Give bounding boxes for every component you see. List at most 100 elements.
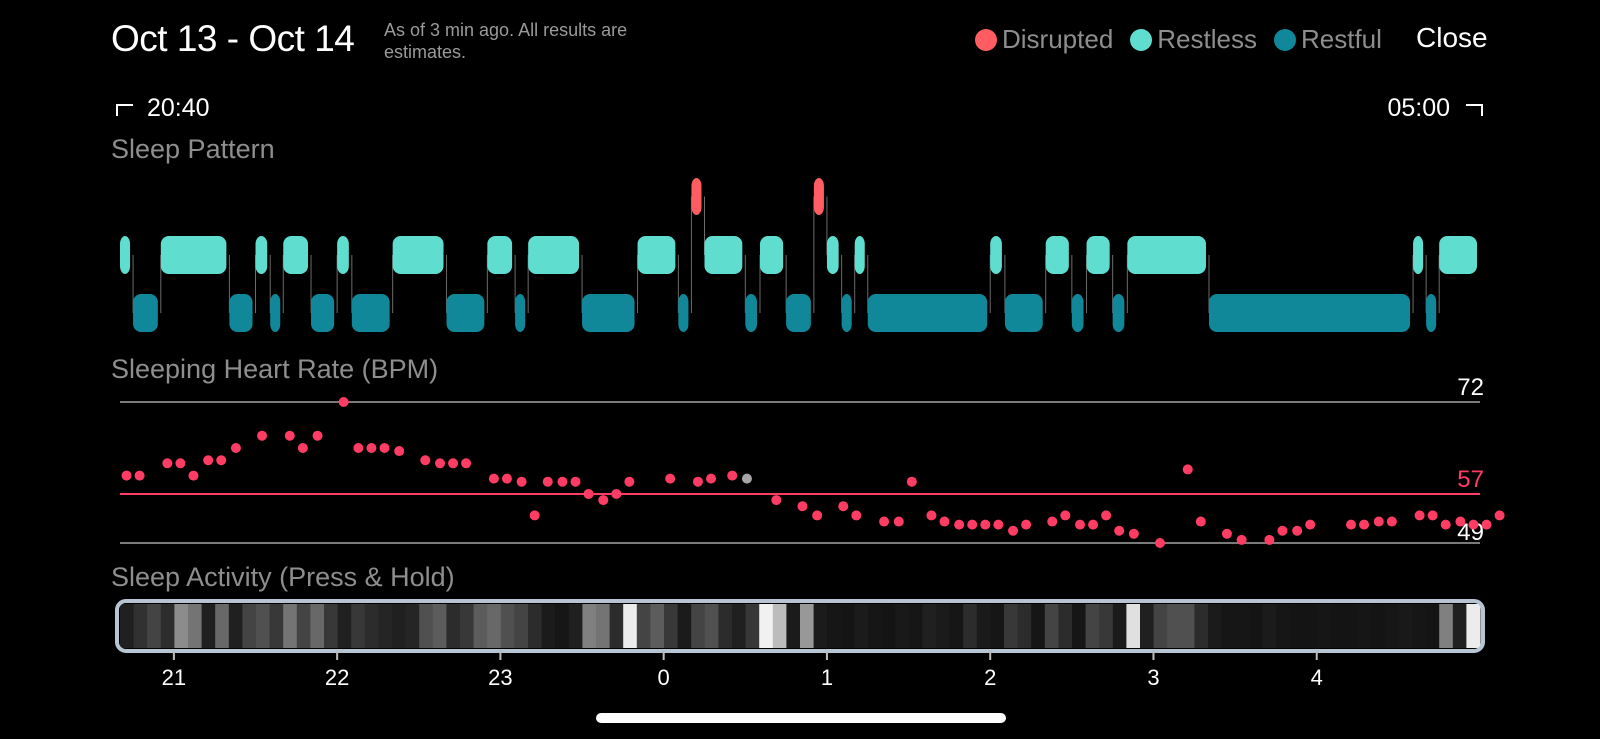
hr-point: [993, 519, 1004, 530]
activity-cell: [364, 604, 379, 648]
activity-tick-label: 22: [325, 665, 349, 690]
hr-point: [611, 488, 622, 499]
stage-segment-restful: [745, 294, 757, 332]
activity-cell: [500, 604, 515, 648]
activity-cell: [636, 604, 651, 648]
stage-segment-restless: [528, 236, 580, 274]
hr-point: [435, 458, 445, 469]
activity-cell: [1044, 604, 1059, 648]
activity-cell: [1248, 604, 1263, 648]
activity-cell: [296, 604, 311, 648]
activity-cell: [664, 604, 679, 648]
close-button[interactable]: Close: [1416, 22, 1488, 53]
activity-cell: [732, 604, 747, 648]
hr-point: [134, 470, 145, 481]
hr-point: [338, 397, 349, 407]
stage-segment-restless: [337, 236, 349, 274]
hr-point: [1292, 525, 1303, 536]
activity-cell: [392, 604, 407, 648]
stage-segment-restless: [826, 236, 839, 274]
activity-cell: [772, 604, 787, 648]
stage-segment-restless: [1127, 236, 1206, 274]
stage-segment-restless: [1045, 236, 1069, 274]
home-indicator[interactable]: [596, 713, 1006, 723]
stage-segment-restless: [704, 236, 743, 274]
activity-frame: [115, 599, 1485, 653]
hr-point: [1455, 516, 1466, 527]
activity-cell: [1371, 604, 1386, 648]
end-time: 05:00: [1387, 94, 1484, 123]
disrupted-swatch: [975, 28, 997, 51]
stage-legend: Disrupted Restless Restful: [975, 24, 1399, 55]
activity-cell: [528, 604, 543, 648]
activity-cell: [568, 604, 583, 648]
activity-cell: [1085, 604, 1100, 648]
hr-point: [353, 442, 364, 453]
activity-cell: [1058, 604, 1073, 648]
stage-segment-restful: [1426, 294, 1437, 332]
hr-point: [1101, 510, 1112, 521]
activity-cell: [976, 604, 991, 648]
activity-cell: [160, 604, 175, 648]
stage-segment-restful: [841, 294, 852, 332]
activity-cell: [1031, 604, 1046, 648]
stage-segment-restless: [1439, 236, 1477, 274]
activity-cell: [840, 604, 855, 648]
activity-cell: [650, 604, 665, 648]
activity-tick-label: 1: [821, 665, 833, 690]
activity-cell: [1072, 604, 1087, 648]
start-time: 20:40: [115, 94, 210, 123]
activity-tick-label: 3: [1147, 665, 1159, 690]
hr-point: [1468, 519, 1479, 530]
hr-point: [394, 446, 405, 457]
activity-cell: [147, 604, 162, 648]
hr-point: [1221, 528, 1232, 539]
hr-point: [188, 470, 199, 481]
hr-point: [1359, 519, 1370, 530]
hr-point: [1414, 510, 1425, 521]
end-bracket-icon: [1466, 103, 1483, 116]
hr-point: [379, 442, 390, 453]
activity-tick-label: 4: [1311, 665, 1323, 690]
hr-point: [1195, 516, 1206, 527]
activity-cell: [908, 604, 923, 648]
hr-point: [624, 476, 635, 487]
sleep-pattern-chart: [120, 178, 1477, 332]
legend-disrupted: Disrupted: [975, 24, 1113, 55]
hr-point: [557, 476, 568, 487]
stage-segment-restful: [515, 294, 526, 332]
activity-cell: [1357, 604, 1372, 648]
stage-segment-disrupted: [691, 178, 702, 215]
activity-cell: [949, 604, 964, 648]
sleep-activity-chart[interactable]: 21 22 23 0 1 2 3 4: [115, 599, 1485, 690]
activity-cell: [188, 604, 203, 648]
hr-point: [1128, 528, 1139, 539]
stage-segment-restful: [582, 294, 635, 332]
hr-point: [838, 501, 849, 512]
activity-cell: [269, 604, 284, 648]
activity-cell: [623, 604, 638, 648]
activity-cell: [1140, 604, 1155, 648]
activity-cell: [895, 604, 910, 648]
stage-segment-restful: [311, 294, 335, 332]
activity-cell: [120, 604, 135, 648]
activity-cell: [1194, 604, 1209, 648]
hr-point: [448, 458, 459, 469]
hr-point: [1494, 510, 1505, 521]
activity-cell: [1344, 604, 1359, 648]
stage-segment-restful: [229, 294, 253, 332]
hr-point: [488, 473, 499, 484]
stage-segment-restless: [990, 236, 1002, 274]
stage-segment-restful: [133, 294, 158, 332]
hr-point: [175, 458, 186, 469]
hr-point: [1346, 519, 1357, 530]
hr-point: [570, 476, 581, 487]
activity-cell: [691, 604, 706, 648]
hr-point: [926, 510, 937, 521]
stage-segment-restful: [1071, 294, 1084, 332]
hr-point: [893, 516, 904, 527]
hr-point: [1060, 510, 1071, 521]
activity-cell: [324, 604, 339, 648]
activity-tick-label: 2: [984, 665, 996, 690]
